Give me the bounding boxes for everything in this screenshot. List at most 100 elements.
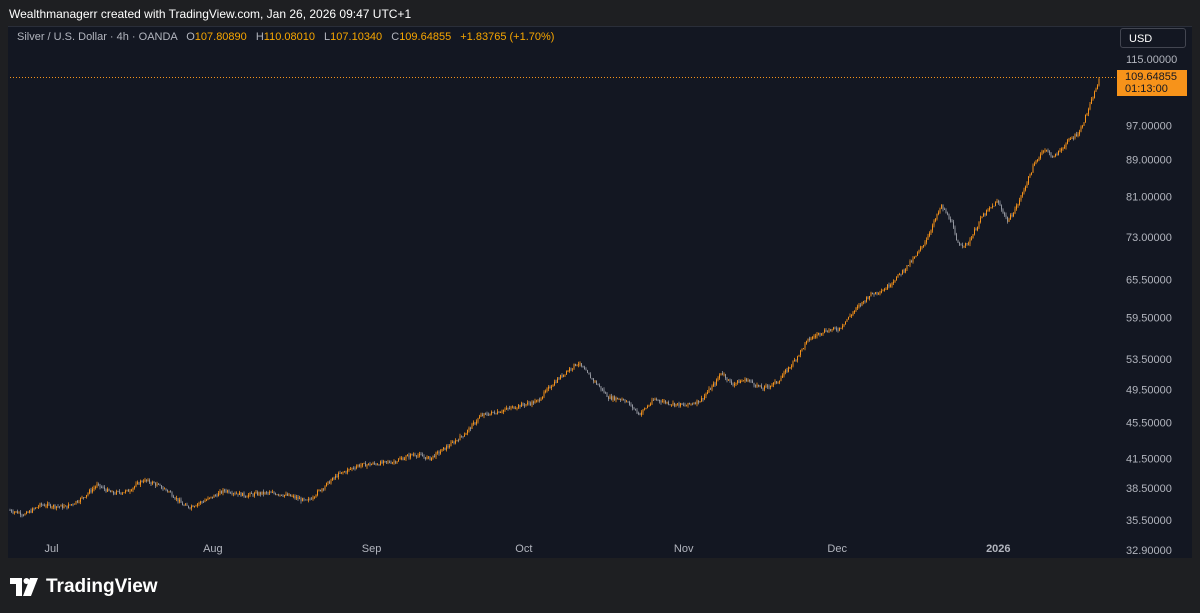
candle-body	[459, 435, 461, 441]
candle-body	[554, 381, 555, 386]
candle-body	[306, 499, 308, 501]
candle-body	[197, 503, 198, 506]
candle-body	[38, 506, 39, 508]
candle-body	[813, 336, 815, 338]
currency-selector[interactable]: USD	[1120, 28, 1186, 48]
candle-body	[75, 501, 77, 504]
candle-body	[1058, 150, 1059, 156]
candle-body	[311, 498, 312, 500]
candle-body	[248, 494, 249, 497]
candle-body	[477, 418, 479, 422]
candle-body	[27, 511, 29, 513]
candle-body	[507, 408, 509, 409]
candle-body	[24, 513, 26, 516]
candle-body	[912, 258, 914, 262]
candle-body	[527, 402, 528, 405]
candle-body	[843, 324, 845, 326]
candle-body	[575, 363, 576, 366]
candle-body	[885, 289, 887, 290]
candle-body	[345, 471, 347, 473]
candle-body	[531, 401, 533, 405]
candle-body	[14, 511, 15, 513]
candle-body	[551, 386, 552, 389]
candle-body	[854, 310, 855, 313]
candle-body	[849, 315, 851, 317]
candle-body	[218, 492, 219, 497]
candle-body	[119, 491, 120, 493]
candle-body	[984, 213, 986, 215]
candle-body	[149, 479, 150, 483]
candle-body	[578, 364, 579, 365]
candle-body	[96, 484, 98, 487]
candle-body	[36, 507, 38, 509]
candle-body	[480, 414, 482, 417]
candle-body	[821, 333, 822, 335]
candle-body	[1019, 200, 1020, 205]
candle-body	[1074, 134, 1076, 139]
candle-body	[1007, 217, 1008, 222]
candle-body	[867, 297, 869, 299]
candle-body	[836, 328, 837, 330]
candle-body	[621, 399, 623, 401]
x-tick-label: Oct	[515, 543, 532, 555]
candle-body	[971, 238, 972, 240]
candle-body	[504, 409, 506, 411]
candle-body	[483, 413, 485, 416]
candle-body	[782, 375, 783, 378]
candle-body	[986, 210, 987, 215]
candle-body	[143, 481, 144, 483]
candle-body	[398, 459, 399, 462]
candle-body	[1046, 150, 1047, 151]
chart-panel[interactable]	[8, 26, 1192, 559]
candle-body	[33, 508, 35, 510]
candle-body	[956, 234, 957, 241]
tradingview-logo[interactable]: TradingView	[10, 576, 158, 598]
candle-body	[653, 400, 654, 401]
candle-body	[425, 457, 426, 460]
candle-body	[1086, 113, 1088, 115]
candle-body	[174, 497, 176, 499]
candle-body	[882, 290, 884, 292]
candle-body	[960, 244, 962, 246]
candle-body	[596, 381, 597, 385]
candle-body	[318, 489, 320, 491]
change-value: +1.83765 (+1.70%)	[460, 31, 555, 43]
candle-body	[585, 369, 587, 371]
candle-body	[861, 301, 863, 306]
candle-body	[513, 406, 515, 409]
candle-body	[152, 481, 153, 484]
candle-body	[810, 338, 812, 340]
candle-body	[930, 230, 932, 234]
candle-body	[756, 384, 758, 387]
candle-body	[222, 489, 224, 494]
candle-body	[939, 208, 941, 213]
candle-body	[950, 218, 951, 222]
candle-body	[591, 378, 593, 380]
candle-body	[173, 496, 174, 498]
candle-body	[473, 422, 474, 424]
candle-body	[470, 427, 471, 429]
candle-body	[308, 498, 309, 501]
candle-body	[824, 329, 825, 333]
candle-body	[182, 502, 183, 506]
candle-body	[338, 473, 339, 478]
candle-body	[642, 409, 644, 413]
candle-body	[975, 229, 977, 231]
candle-body	[129, 490, 131, 492]
candle-body	[825, 329, 827, 332]
candle-body	[959, 242, 960, 245]
candle-body	[936, 214, 938, 219]
y-tick-label: 53.50000	[1126, 354, 1172, 366]
candle-body	[840, 327, 842, 329]
candle-body	[497, 411, 498, 414]
y-tick-label: 35.50000	[1126, 515, 1172, 527]
candle-body	[557, 378, 558, 383]
candle-body	[144, 479, 146, 482]
candle-body	[576, 364, 578, 366]
candle-body	[792, 361, 794, 366]
candle-body	[753, 382, 755, 386]
candle-body	[303, 498, 305, 500]
candle-body	[1068, 139, 1070, 141]
candle-body	[764, 386, 765, 390]
